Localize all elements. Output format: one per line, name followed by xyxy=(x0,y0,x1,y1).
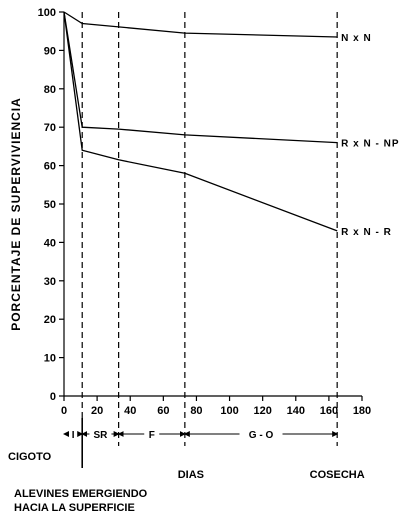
x-tick-label: 20 xyxy=(91,405,103,417)
series-line xyxy=(63,11,338,232)
y-tick-label: 70 xyxy=(44,122,56,134)
cosecha-label: COSECHA xyxy=(310,469,365,481)
chart-labels: N x N R x N - NP R x N - R CIGOTO DIAS COSECH… xyxy=(8,33,399,514)
y-tick-label: 60 xyxy=(44,161,56,173)
x-axis-title: DIAS xyxy=(178,469,204,481)
phase-boundaries xyxy=(81,12,338,468)
alevines-label-line2: HACIA LA SUPERFICIE xyxy=(14,502,135,514)
series-line xyxy=(63,11,338,144)
y-tick-label: 80 xyxy=(44,84,56,96)
phase-label: G - O xyxy=(249,430,274,441)
x-tick-label: 100 xyxy=(220,405,238,417)
series-label: R x N - R xyxy=(341,227,392,238)
x-tick-label: 120 xyxy=(253,405,271,417)
x-tick-label: 40 xyxy=(124,405,136,417)
series-lines xyxy=(63,11,338,232)
y-tick-label: 0 xyxy=(50,391,56,403)
y-tick-label: 30 xyxy=(44,276,56,288)
x-tick-label: 140 xyxy=(287,405,305,417)
phase-label: I xyxy=(72,430,75,441)
series-label: R x N - NP xyxy=(341,139,399,150)
y-tick-label: 90 xyxy=(44,45,56,57)
y-tick-label: 40 xyxy=(44,237,56,249)
y-tick-label: 100 xyxy=(38,7,56,19)
cigoto-label: CIGOTO xyxy=(8,451,52,463)
phase-bar: I SR F G - O xyxy=(63,430,339,441)
y-tick-label: 50 xyxy=(44,199,56,211)
series-line xyxy=(63,11,338,38)
y-tick-label: 10 xyxy=(44,353,56,365)
y-tick-label: 20 xyxy=(44,314,56,326)
x-tick-label: 60 xyxy=(157,405,169,417)
x-tick-label: 80 xyxy=(190,405,202,417)
x-tick-label: 180 xyxy=(353,405,371,417)
y-axis-title: PORCENTAJE DE SUPERVIVIENCIA xyxy=(9,97,23,331)
alevines-label-line1: ALEVINES EMERGIENDO xyxy=(14,488,148,500)
phase-label: F xyxy=(149,430,155,441)
series-label: N x N xyxy=(341,33,372,44)
phase-label: SR xyxy=(93,430,108,441)
x-tick-label: 160 xyxy=(320,405,338,417)
axes: 0 10 20 30 40 50 60 70 80 90 100 0 20 40 60 80 100 120 140… xyxy=(9,7,371,417)
x-tick-label: 0 xyxy=(61,405,67,417)
